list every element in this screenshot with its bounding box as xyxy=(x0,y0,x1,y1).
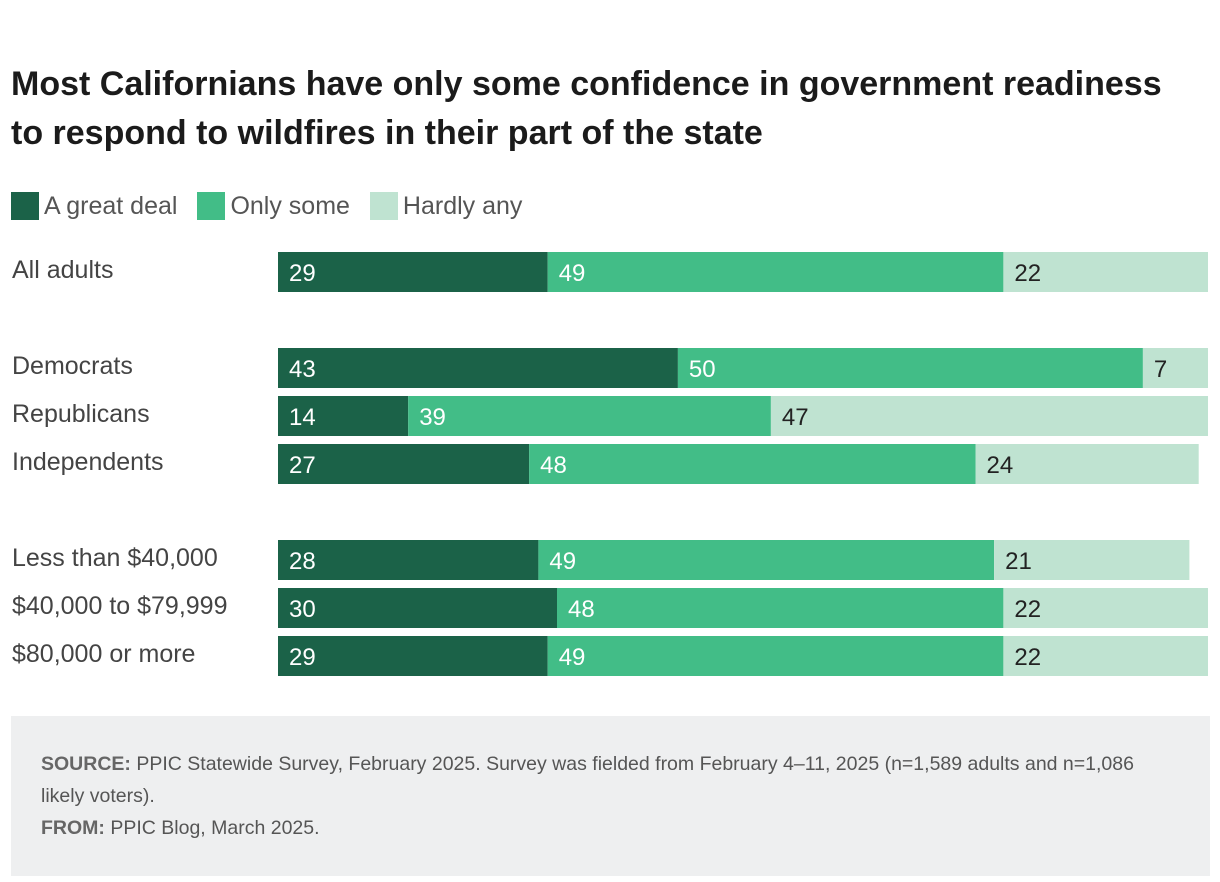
bar-independents-hardly-any xyxy=(975,444,1199,484)
data-label-less-than-40-000-hardly-any: 21 xyxy=(1005,548,1032,575)
data-label-40-000-to-79-999-hardly-any: 22 xyxy=(1014,596,1041,623)
category-label-democrats: Democrats xyxy=(12,352,133,380)
bar-republicans-only-some xyxy=(408,396,771,436)
legend-label-a-great-deal: A great deal xyxy=(44,191,178,220)
data-label-40-000-to-79-999-a-great-deal: 30 xyxy=(289,596,316,623)
data-label-republicans-hardly-any: 47 xyxy=(782,404,809,431)
data-label-democrats-hardly-any: 7 xyxy=(1154,356,1167,383)
bar-independents-a-great-deal xyxy=(278,444,530,484)
source-label: SOURCE: xyxy=(41,753,131,775)
bar-republicans-hardly-any xyxy=(770,396,1208,436)
data-label-republicans-a-great-deal: 14 xyxy=(289,404,316,431)
category-label-less-than-40-000: Less than $40,000 xyxy=(12,544,218,572)
bar-democrats-hardly-any xyxy=(1142,348,1208,388)
data-label-democrats-a-great-deal: 43 xyxy=(289,356,316,383)
category-label-all-adults: All adults xyxy=(12,256,113,284)
source-text: PPIC Statewide Survey, February 2025. Su… xyxy=(41,753,1134,807)
data-label-independents-hardly-any: 24 xyxy=(987,452,1014,479)
bar-40-000-to-79-999-a-great-deal xyxy=(278,588,557,628)
legend: A great deal Only some Hardly any xyxy=(11,190,542,222)
data-label-40-000-to-79-999-only-some: 48 xyxy=(568,596,595,623)
data-label-less-than-40-000-only-some: 49 xyxy=(549,548,576,575)
legend-swatch-hardly-any xyxy=(369,192,398,220)
bar-less-than-40-000-a-great-deal xyxy=(278,540,539,580)
data-label-independents-a-great-deal: 27 xyxy=(289,452,316,479)
category-label-independents: Independents xyxy=(12,448,164,476)
bar-all-adults-only-some xyxy=(547,252,1004,292)
from-label: FROM: xyxy=(41,817,105,839)
from-text: PPIC Blog, March 2025. xyxy=(110,817,320,839)
data-label-independents-only-some: 48 xyxy=(540,452,567,479)
bar-independents-only-some xyxy=(529,444,976,484)
chart-title: Most Californians have only some confide… xyxy=(11,65,1162,152)
bar-80-000-or-more-a-great-deal xyxy=(278,636,548,676)
legend-item-a-great-deal: A great deal xyxy=(11,192,177,221)
from-line: FROM: PPIC Blog, March 2025. xyxy=(41,812,1180,844)
bar-less-than-40-000-only-some xyxy=(538,540,995,580)
legend-swatch-only-some xyxy=(197,192,226,220)
source-line: SOURCE: PPIC Statewide Survey, February … xyxy=(41,748,1180,812)
bar-40-000-to-79-999-only-some xyxy=(557,588,1004,628)
data-label-all-adults-a-great-deal: 29 xyxy=(289,260,316,287)
bar-80-000-or-more-only-some xyxy=(547,636,1004,676)
bar-less-than-40-000-hardly-any xyxy=(994,540,1190,580)
category-label-40-000-to-79-999: $40,000 to $79,999 xyxy=(12,592,227,620)
bar-republicans-a-great-deal xyxy=(278,396,409,436)
category-label-republicans: Republicans xyxy=(12,400,150,428)
legend-item-hardly-any: Hardly any xyxy=(369,191,523,221)
bar-40-000-to-79-999-hardly-any xyxy=(1003,588,1208,628)
category-label-80-000-or-more: $80,000 or more xyxy=(12,640,195,668)
legend-swatch-a-great-deal xyxy=(11,192,39,220)
bar-democrats-a-great-deal xyxy=(278,348,678,388)
bar-80-000-or-more-hardly-any xyxy=(1003,636,1208,676)
legend-label-only-some: Only some xyxy=(230,191,350,220)
data-label-80-000-or-more-a-great-deal: 29 xyxy=(289,644,316,671)
data-label-80-000-or-more-hardly-any: 22 xyxy=(1014,644,1041,671)
data-label-80-000-or-more-only-some: 49 xyxy=(559,644,586,671)
legend-item-only-some: Only some xyxy=(197,191,350,221)
source-footer: SOURCE: PPIC Statewide Survey, February … xyxy=(11,716,1210,876)
bar-democrats-only-some xyxy=(677,348,1143,388)
data-label-democrats-only-some: 50 xyxy=(689,356,716,383)
stacked-bar-chart: All adults 29 49 22 Democrats 43 50 7 Republican… xyxy=(12,252,1208,676)
data-label-less-than-40-000-a-great-deal: 28 xyxy=(289,548,316,575)
data-label-republicans-only-some: 39 xyxy=(419,404,446,431)
bar-all-adults-hardly-any xyxy=(1003,252,1208,292)
data-label-all-adults-hardly-any: 22 xyxy=(1014,260,1041,287)
data-label-all-adults-only-some: 49 xyxy=(559,260,586,287)
legend-label-hardly-any: Hardly any xyxy=(402,191,523,220)
bar-all-adults-a-great-deal xyxy=(278,252,548,292)
